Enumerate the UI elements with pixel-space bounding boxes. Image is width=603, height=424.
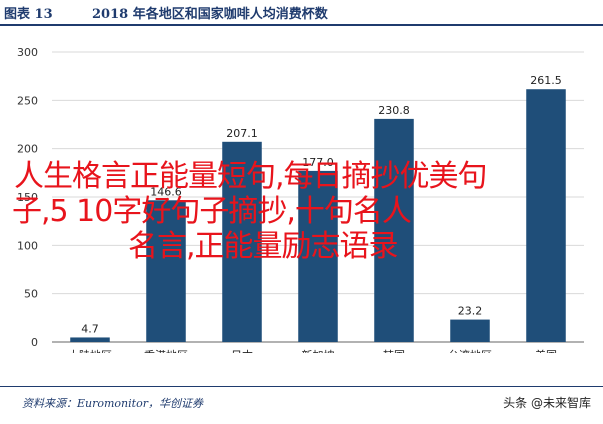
value-labels: 4.7 146.6 207.1 177.0 230.8 23.2 261.5	[81, 74, 562, 335]
figure-footer: 资料来源：Euromonitor，华创证券 头条 @未来智库	[0, 386, 603, 424]
bar	[298, 170, 338, 342]
y-tick-label: 150	[17, 191, 38, 204]
y-tick-label: 250	[17, 94, 38, 107]
x-tick-label: 台湾地区	[448, 348, 492, 353]
bar-value-label: 261.5	[530, 74, 562, 87]
figure-title: 2018 年各地区和国家咖啡人均消费杯数	[92, 7, 328, 22]
y-axis-ticks: 0 50 100 150 200 250 300	[17, 46, 38, 349]
x-tick-label: 香港地区	[144, 349, 188, 353]
bar	[526, 89, 566, 342]
x-tick-label: 韩国	[383, 348, 405, 353]
bar	[222, 141, 262, 342]
x-tick-label: 大陆地区	[68, 348, 112, 353]
figure-number: 图表 13	[4, 7, 53, 22]
bar-value-label: 207.1	[226, 127, 258, 140]
y-tick-label: 100	[17, 239, 38, 252]
watermark: 头条 @未来智库	[503, 396, 591, 410]
x-tick-label: 日本	[231, 348, 253, 353]
bar-value-label: 23.2	[458, 305, 483, 318]
bar-value-label: 230.8	[378, 104, 410, 117]
y-tick-label: 50	[24, 288, 38, 301]
x-axis-ticks: 大陆地区 香港地区 日本 新加坡 韩国 台湾地区 美国	[68, 348, 557, 353]
x-tick-label: 新加坡	[302, 348, 335, 353]
bar-value-label: 4.7	[81, 322, 99, 335]
bar-value-label: 146.6	[150, 185, 182, 198]
bar	[374, 118, 414, 342]
y-tick-label: 300	[17, 46, 38, 59]
figure-header: 图表 13 2018 年各地区和国家咖啡人均消费杯数	[0, 0, 603, 26]
y-tick-label: 200	[17, 143, 38, 156]
bars	[70, 89, 566, 342]
bar	[70, 337, 110, 342]
bar-chart: 0 50 100 150 200 250 300 4.7 146.6 207.1 177.0 230…	[17, 46, 584, 353]
bar-value-label: 177.0	[302, 156, 334, 169]
source-note: 资料来源：Euromonitor，华创证券	[22, 397, 203, 410]
bar	[146, 200, 186, 342]
x-tick-label: 美国	[535, 349, 557, 353]
bar	[450, 319, 490, 342]
y-tick-label: 0	[31, 336, 38, 349]
